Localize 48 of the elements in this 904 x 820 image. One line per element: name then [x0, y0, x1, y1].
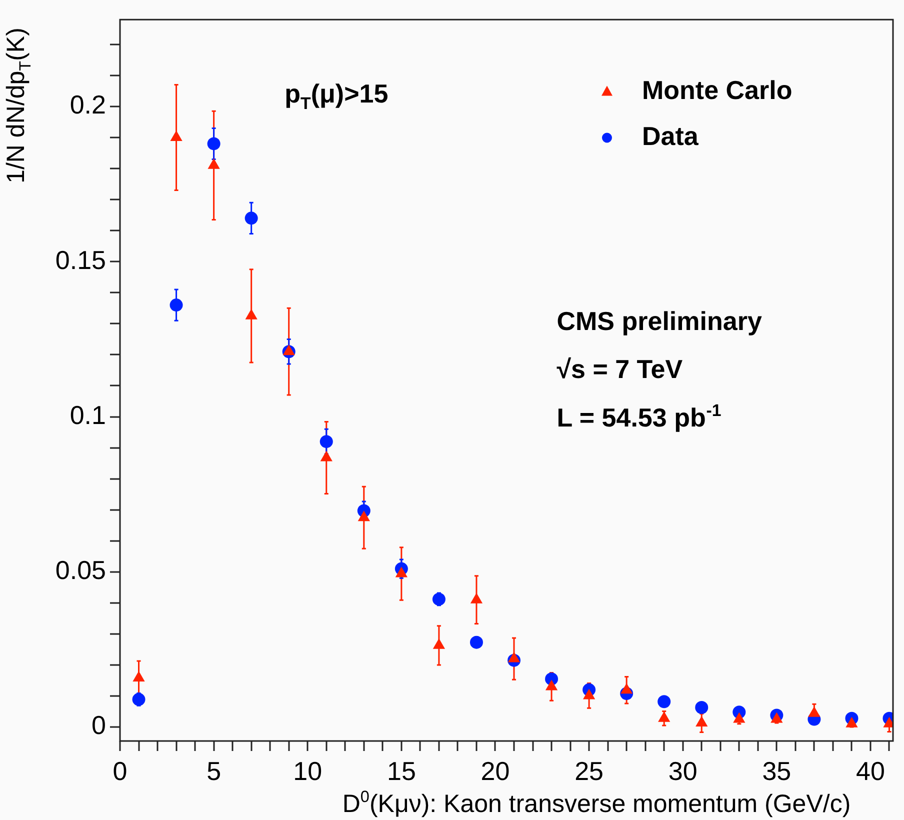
- point: [170, 298, 183, 312]
- point: [358, 510, 370, 522]
- point: [245, 308, 258, 320]
- x-tick-label: 10: [293, 756, 322, 786]
- point: [244, 212, 258, 225]
- legend-label: Monte Carlo: [642, 74, 792, 105]
- point: [695, 700, 708, 714]
- point: [658, 711, 670, 722]
- annotation: √s = 7 TeV: [556, 354, 684, 384]
- x-tick-label: 40: [856, 756, 885, 786]
- point: [470, 636, 483, 649]
- point: [282, 344, 295, 356]
- point: [545, 680, 558, 690]
- legend-label: Data: [642, 120, 699, 151]
- point: [208, 158, 220, 169]
- point: [620, 683, 633, 694]
- y-tick-label: 0.1: [70, 400, 106, 430]
- point: [696, 716, 708, 727]
- point: [170, 130, 182, 142]
- y-tick-label: 0.2: [70, 90, 106, 120]
- point: [846, 716, 858, 728]
- point: [432, 592, 446, 606]
- point: [658, 695, 671, 708]
- x-tick-label: 25: [574, 756, 604, 786]
- point: [582, 688, 596, 700]
- x-tick-label: 35: [762, 756, 792, 786]
- point: [395, 566, 408, 578]
- point: [770, 712, 783, 723]
- point: [733, 712, 746, 723]
- point: [320, 450, 332, 462]
- point: [508, 652, 520, 662]
- x-tick-label: 15: [386, 756, 416, 786]
- y-tick-label: 0.05: [55, 555, 106, 586]
- point: [808, 706, 820, 717]
- y-axis-title: 1/N dN/dpT(K): [2, 28, 34, 184]
- x-tick-label: 30: [668, 756, 698, 786]
- x-tick-label: 5: [206, 756, 222, 786]
- x-tick-label: 20: [480, 756, 510, 786]
- y-tick-label: 0: [92, 710, 106, 740]
- point: [470, 592, 483, 604]
- annotation: CMS preliminary: [556, 306, 762, 336]
- point: [132, 671, 145, 682]
- y-tick-label: 0.15: [55, 244, 106, 275]
- x-tick-label: 0: [112, 756, 128, 786]
- point: [432, 638, 446, 649]
- point: [132, 692, 146, 706]
- point: [207, 137, 220, 150]
- point: [320, 435, 333, 448]
